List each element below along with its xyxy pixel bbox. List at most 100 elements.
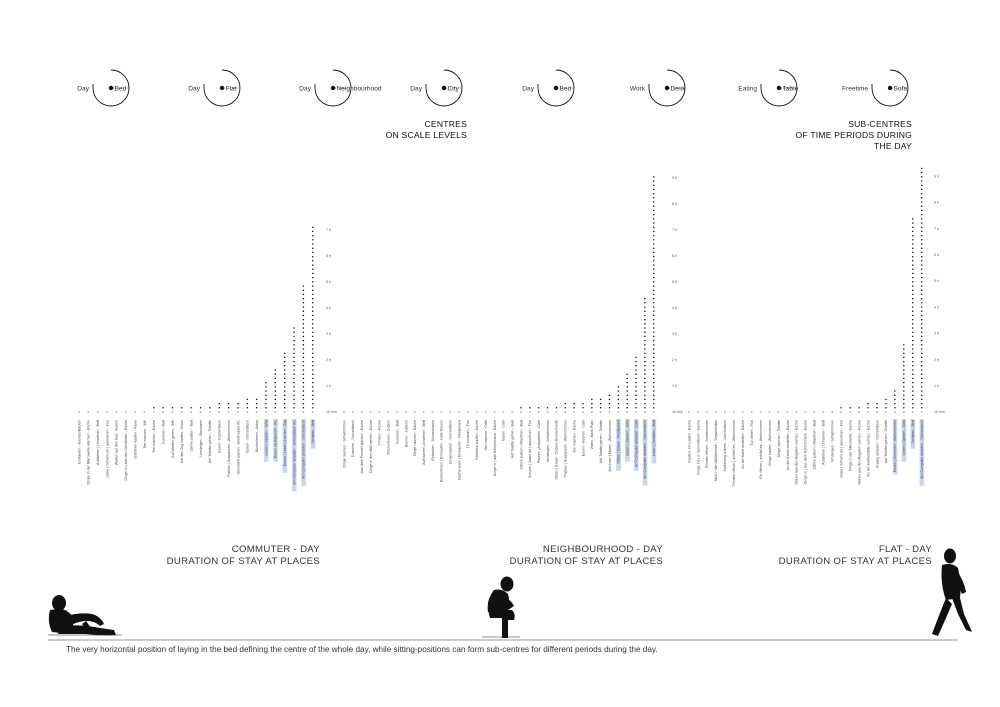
bar-dot	[920, 289, 923, 291]
bar-dot	[644, 344, 646, 346]
bar-dot	[653, 352, 655, 354]
category-label-group: Auf den Zug warten - Kiosk	[180, 420, 184, 464]
bar-dot	[293, 360, 295, 363]
clock-centre-dot	[219, 85, 225, 91]
bar-dot	[564, 402, 566, 405]
bar-dot	[912, 226, 914, 228]
bar-dot	[293, 339, 295, 342]
title-commuter-line1: COMMUTER - DAY	[232, 544, 321, 555]
clock-right-label: City	[448, 85, 460, 92]
category-label: Lesen | Schlafen - Bett	[652, 420, 656, 456]
title-flat: FLAT - DAY DURATION OF STAY AT PLACES	[779, 544, 932, 567]
category-highlight	[642, 419, 648, 486]
category-label: Packen | Auspacken - Café	[537, 420, 541, 463]
bar-dot	[302, 386, 305, 388]
bar-dot	[312, 386, 314, 388]
bar-dot	[885, 398, 887, 401]
category-label: Aufstehen | Umziehen - Bett	[822, 420, 826, 465]
bar-dot	[283, 390, 286, 392]
bar-dot	[246, 402, 249, 405]
bar-dot	[302, 302, 305, 304]
bar-dot	[283, 381, 286, 384]
category-highlight	[291, 419, 297, 492]
bar-dot	[912, 276, 914, 279]
bar-dot	[653, 327, 655, 329]
bar-dot	[920, 234, 923, 237]
category-label: Duschen - Schreibtisch	[351, 420, 355, 457]
bar-dot	[912, 285, 914, 287]
bar-dot	[274, 402, 277, 405]
bar-dot	[644, 373, 646, 375]
bar-dot	[190, 407, 192, 409]
title-neighbourhood-line1: NEIGHBOURHOOD - DAY	[543, 544, 663, 555]
bar-dot	[302, 373, 305, 375]
bar-column	[255, 398, 258, 413]
bar-dot	[582, 402, 584, 405]
bar-dot	[653, 306, 655, 308]
bar-column	[911, 218, 914, 413]
category-label-group: Packen | Auspacken - Wohnzimmer	[227, 419, 231, 477]
category-label: Zähne putzen - Bad	[190, 420, 194, 452]
bar-dot	[840, 407, 842, 409]
category-label-group: Packen | Auspacken - Café	[537, 420, 541, 463]
bar-dot	[283, 398, 286, 401]
bar-column	[582, 402, 584, 413]
sitting-person-silhouette	[487, 576, 515, 638]
bar-dot	[920, 297, 923, 300]
chart-flat-day: 10 min 1 h 2 h 3 h 4 h 5 h 6 h 7 h 8 h 9 h Kaufen,…	[687, 167, 945, 486]
category-label: Trinken - Küche	[378, 420, 382, 445]
y-tick-label: 3 h	[326, 332, 331, 336]
bar-dot	[181, 407, 183, 409]
category-label-group: Dinge räumen - Schlafzimmer	[342, 419, 346, 467]
title-commuter-line2: DURATION OF STAY AT PLACES	[167, 556, 320, 567]
bar-dot	[302, 381, 305, 384]
bar-dot	[312, 255, 314, 258]
bar-dot	[920, 218, 923, 220]
bar-dot	[920, 285, 923, 287]
bar-dot	[635, 377, 637, 380]
category-label: Aufräumen | Anziehen - Bett	[422, 420, 426, 465]
bar-dot	[635, 390, 637, 392]
bar-dot	[626, 373, 628, 375]
category-label-group: Umsteigen - Schlafzimmer	[831, 419, 835, 462]
bar-dot	[293, 398, 295, 401]
bar-dot	[274, 394, 277, 396]
clock-arc	[760, 69, 798, 107]
bar-dot	[920, 264, 923, 266]
bar-dot	[635, 386, 637, 388]
bar-dot	[912, 369, 914, 371]
bar-dot	[920, 365, 923, 367]
category-label-group: Gleisfahrt planen - Elektroauto AC	[236, 420, 240, 475]
category-label: Zeichnen | Malen - Wohnzimmer	[608, 419, 612, 472]
bar-dot	[617, 394, 620, 396]
bar-column	[858, 407, 860, 413]
bar-column	[237, 402, 239, 413]
bar-column	[849, 407, 851, 413]
clock-7: Eating Table	[738, 69, 799, 107]
bar-dot	[644, 310, 646, 312]
clock-left-label: Work	[630, 85, 646, 92]
category-label: Bücher - Café/ch	[404, 420, 408, 447]
category-label-group: Am Computer arbeiten - Schreibtisch	[642, 419, 648, 486]
title-flat-line2: DURATION OF STAY AT PLACES	[779, 556, 932, 567]
bar-dot	[302, 297, 305, 300]
category-highlight	[616, 419, 621, 471]
y-tick-label: 3 h	[934, 332, 939, 336]
bar-dot	[867, 407, 869, 409]
bar-dot	[302, 331, 305, 333]
category-label-group: Fenster öffnen | schließen - Wohnzimmer	[732, 419, 736, 486]
bar-dot	[653, 264, 655, 266]
category-label-group: Waren aus den Regalen suchen - Küche	[795, 420, 799, 485]
category-label: Getränke kaufen - Kiosk	[133, 420, 137, 459]
bar-dot	[653, 398, 655, 401]
category-highlight	[633, 419, 639, 471]
category-label: Dinge ins | in Schreibtisch - Küche	[696, 420, 700, 475]
bar-dot	[912, 390, 914, 392]
bar-dot	[644, 365, 646, 367]
bar-dot	[653, 386, 655, 388]
category-label: Einkaufen - Kochen/Bäcker	[77, 419, 81, 463]
bar-dot	[903, 386, 905, 388]
bar-column	[265, 381, 267, 413]
category-label-group: Essen | Lesen | Lernen - Zug	[282, 419, 288, 473]
category-label-group: Bücherlesen | Einkaufen - Restaurant	[457, 420, 461, 480]
